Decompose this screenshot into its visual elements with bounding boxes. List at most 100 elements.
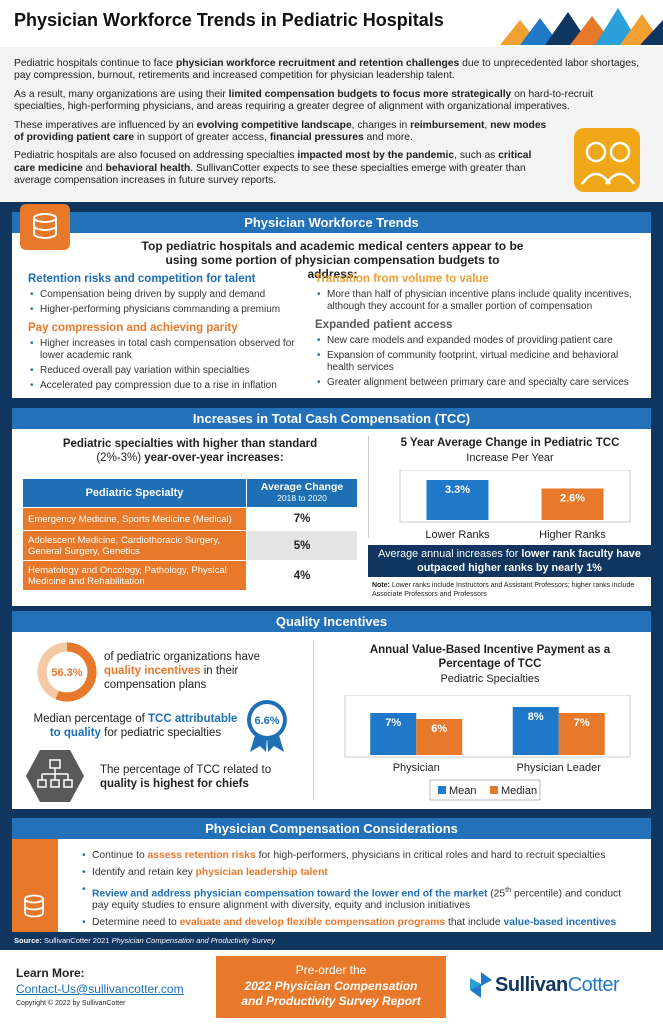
text-run: Review and address physician compensatio… (92, 888, 488, 900)
text-run: Lower ranks include Instructors and Assi… (372, 582, 635, 598)
section-title: Physician Workforce Trends (12, 212, 651, 233)
text-run: year-over-year increases: (144, 452, 284, 464)
bullet-list: New care models and expanded modes of pr… (315, 335, 635, 389)
value-label: 8% (528, 711, 544, 723)
text-run: As a result, many organizations are usin… (14, 88, 229, 100)
text-run: Note: (372, 582, 390, 589)
badge-label: 6.6% (254, 715, 279, 727)
text-run: The percentage of TCC related to (100, 764, 272, 776)
change-cell: 7% (246, 507, 358, 531)
text-run: on hard-to-recruit specialties, high-per… (14, 88, 594, 113)
section-title: Physician Compensation Considerations (12, 818, 651, 839)
stat-donut: 56.3% (37, 642, 97, 702)
group-heading: Pay compression and achieving parity (28, 322, 238, 334)
table-title: Pediatric specialties with higher than s… (40, 437, 340, 465)
text-run: evolving competitive landscape (196, 119, 352, 131)
legend-swatch (490, 786, 498, 794)
intro-paragraph: As a result, many organizations are usin… (14, 89, 642, 114)
category-label: Higher Ranks (539, 529, 606, 541)
text-run: Source: (14, 936, 42, 945)
text-run: Average annual increases for (378, 548, 522, 560)
median-badge: 6.6% (247, 700, 287, 752)
button-text: 2022 Physician Compensation and Producti… (241, 979, 421, 1008)
preorder-button[interactable]: Pre-order the 2022 Physician Compensatio… (216, 956, 446, 1018)
table-row: Hematology and Oncology, Pathology, Phys… (22, 560, 358, 591)
text-run: critical care medicine (14, 150, 532, 174)
org-chart-icon (26, 750, 84, 802)
stat-label: 56.3% (51, 667, 82, 679)
text-run: for pediatric specialties (100, 727, 222, 739)
header-logo-art (500, 8, 663, 45)
category-label: Physician Leader (517, 762, 602, 774)
bullet: Higher-performing physicians commanding … (30, 304, 308, 316)
header-text: Average Change (260, 481, 344, 493)
text-run: , such as (454, 150, 499, 162)
text-run: lower rank faculty have outpaced higher … (417, 548, 641, 574)
coins-icon (20, 204, 70, 250)
section-title: Quality Incentives (12, 611, 651, 632)
intro-panel (0, 47, 663, 202)
intro-paragraph: These imperatives are influenced by an e… (14, 120, 549, 145)
text-run: value-based incentives (503, 917, 617, 929)
text-run: physician leadership talent (195, 867, 328, 878)
text-run: Pediatric hospitals continue to face (14, 58, 176, 69)
text-run: Physician Compensation and Productivity … (111, 936, 275, 945)
intro-paragraph: Pediatric hospitals are also focused on … (14, 150, 539, 187)
bar (541, 488, 604, 520)
value-label: 7% (574, 717, 590, 729)
header-subtext: 2018 to 2020 (277, 493, 327, 503)
category-label: Lower Ranks (425, 529, 490, 541)
intro: Pediatric hospitals continue to face phy… (14, 58, 642, 194)
group-heading: Retention risks and competition for tale… (28, 273, 256, 285)
text-run: (25 (487, 888, 506, 900)
tcc-chart: 3.3% Lower Ranks 2.6% Higher Ranks (399, 470, 631, 541)
text-run: financial pressures (269, 132, 364, 144)
bar (370, 713, 417, 755)
source: Source: SullivanCotter 2021 Physician Co… (14, 936, 275, 945)
button-text: Pre-order the (295, 963, 367, 977)
text-run: in their compensation plans (104, 665, 239, 691)
text-run: Continue to (92, 850, 148, 861)
tcc-table: Pediatric Specialty Average Change 2018 … (22, 478, 358, 591)
stat-text: of pediatric organizations have quality … (104, 650, 294, 692)
bar (512, 707, 559, 755)
table-row: Emergency Medicine, Sports Medicine (Med… (22, 507, 358, 531)
legend-frame (429, 779, 541, 801)
text-run: impacted most by the pandemic (297, 150, 455, 162)
section-subtitle: Top pediatric hospitals and academic med… (141, 239, 524, 281)
text-run: due to unprecedented labor shortages, pa… (14, 58, 640, 82)
table-row: Adolescent Medicine, Cardiothoracic Surg… (22, 530, 358, 561)
section-title: Increases in Total Cash Compensation (TC… (12, 408, 651, 429)
text-run: Pediatric specialties with higher than s… (62, 438, 318, 450)
intro-paragraph: Pediatric hospitals continue to face phy… (14, 58, 642, 83)
email-link[interactable]: Contact-Us@sullivancotter.com (16, 982, 184, 996)
chart-title: Annual Value-Based Incentive Payment as … (369, 644, 611, 670)
quality-chart: 7% 6% Physician 8% 7% Physician Leader Mean Med… (344, 695, 631, 801)
text-run: evaluate and develop flexible compensati… (179, 917, 446, 929)
text-run: for high-performers, physicians in criti… (255, 850, 606, 861)
text-run: quality incentives (104, 665, 201, 677)
category-label: Physician (393, 762, 440, 774)
text-run: and (82, 162, 106, 174)
logo-text: Cotter (567, 974, 620, 996)
legend-swatch (438, 786, 446, 794)
logo-mark (470, 972, 492, 998)
text-run: assess retention risks (147, 850, 256, 861)
group-heading: Transition from volume to value (315, 273, 489, 285)
value-label: 2.6% (560, 492, 585, 504)
change-cell: 4% (246, 560, 358, 591)
text-run: physician workforce recruitment and rete… (176, 58, 460, 69)
text-run: Determine need to (92, 917, 180, 929)
bullet-list: More than half of physician incentive pl… (315, 289, 635, 313)
table-body: Emergency Medicine, Sports Medicine (Med… (22, 507, 358, 591)
text-run: Pediatric hospitals are also focused on … (14, 150, 298, 162)
text-run: Median percentage of (33, 713, 148, 725)
chart-subtitle: Increase Per Year (466, 452, 554, 464)
bar (416, 719, 463, 755)
text-run: , changes in (351, 119, 411, 131)
bullet: Continue to assess retention risks for h… (82, 850, 640, 862)
bullet: Expansion of community footprint, virtua… (317, 350, 635, 374)
text-run: . SullivanCotter expects to see these sp… (14, 162, 526, 187)
bullet: More than half of physician incentive pl… (317, 289, 635, 313)
divider (368, 436, 369, 538)
